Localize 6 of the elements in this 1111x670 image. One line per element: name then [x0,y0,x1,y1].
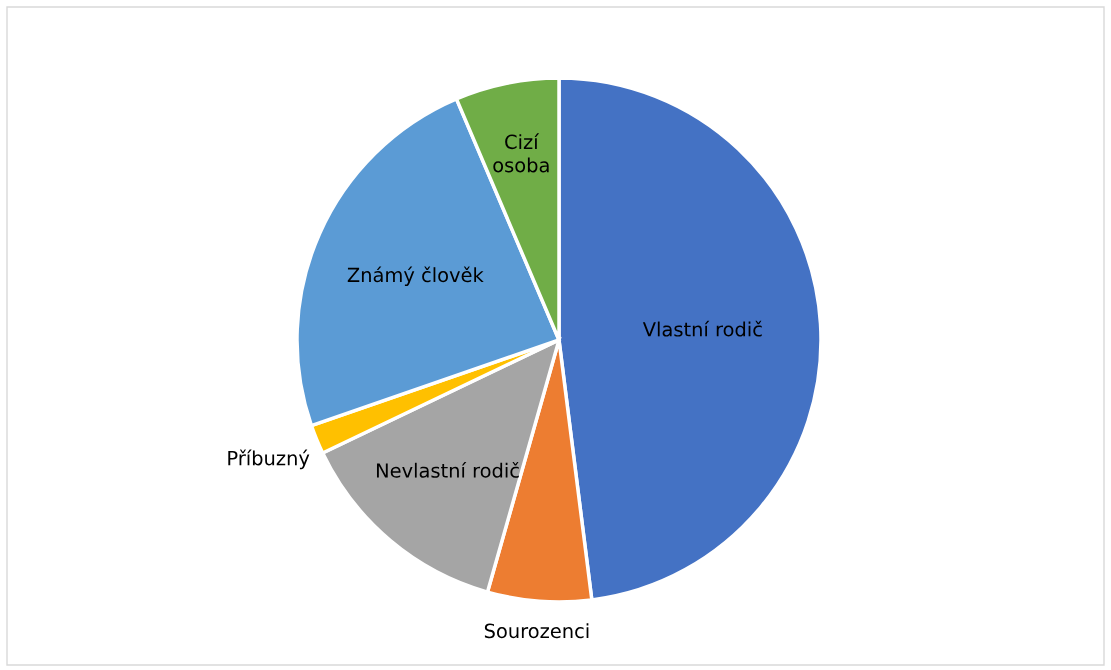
slice-label: Vlastní rodič [642,320,762,337]
slice-label: Sourozenci [484,623,589,639]
slice-label: Známý člověk [347,266,484,287]
slice-label: Cizí osoba [493,133,549,173]
slice-label: Příbuzný [228,449,310,470]
slice-label: Nevlastní rodič [376,462,519,478]
